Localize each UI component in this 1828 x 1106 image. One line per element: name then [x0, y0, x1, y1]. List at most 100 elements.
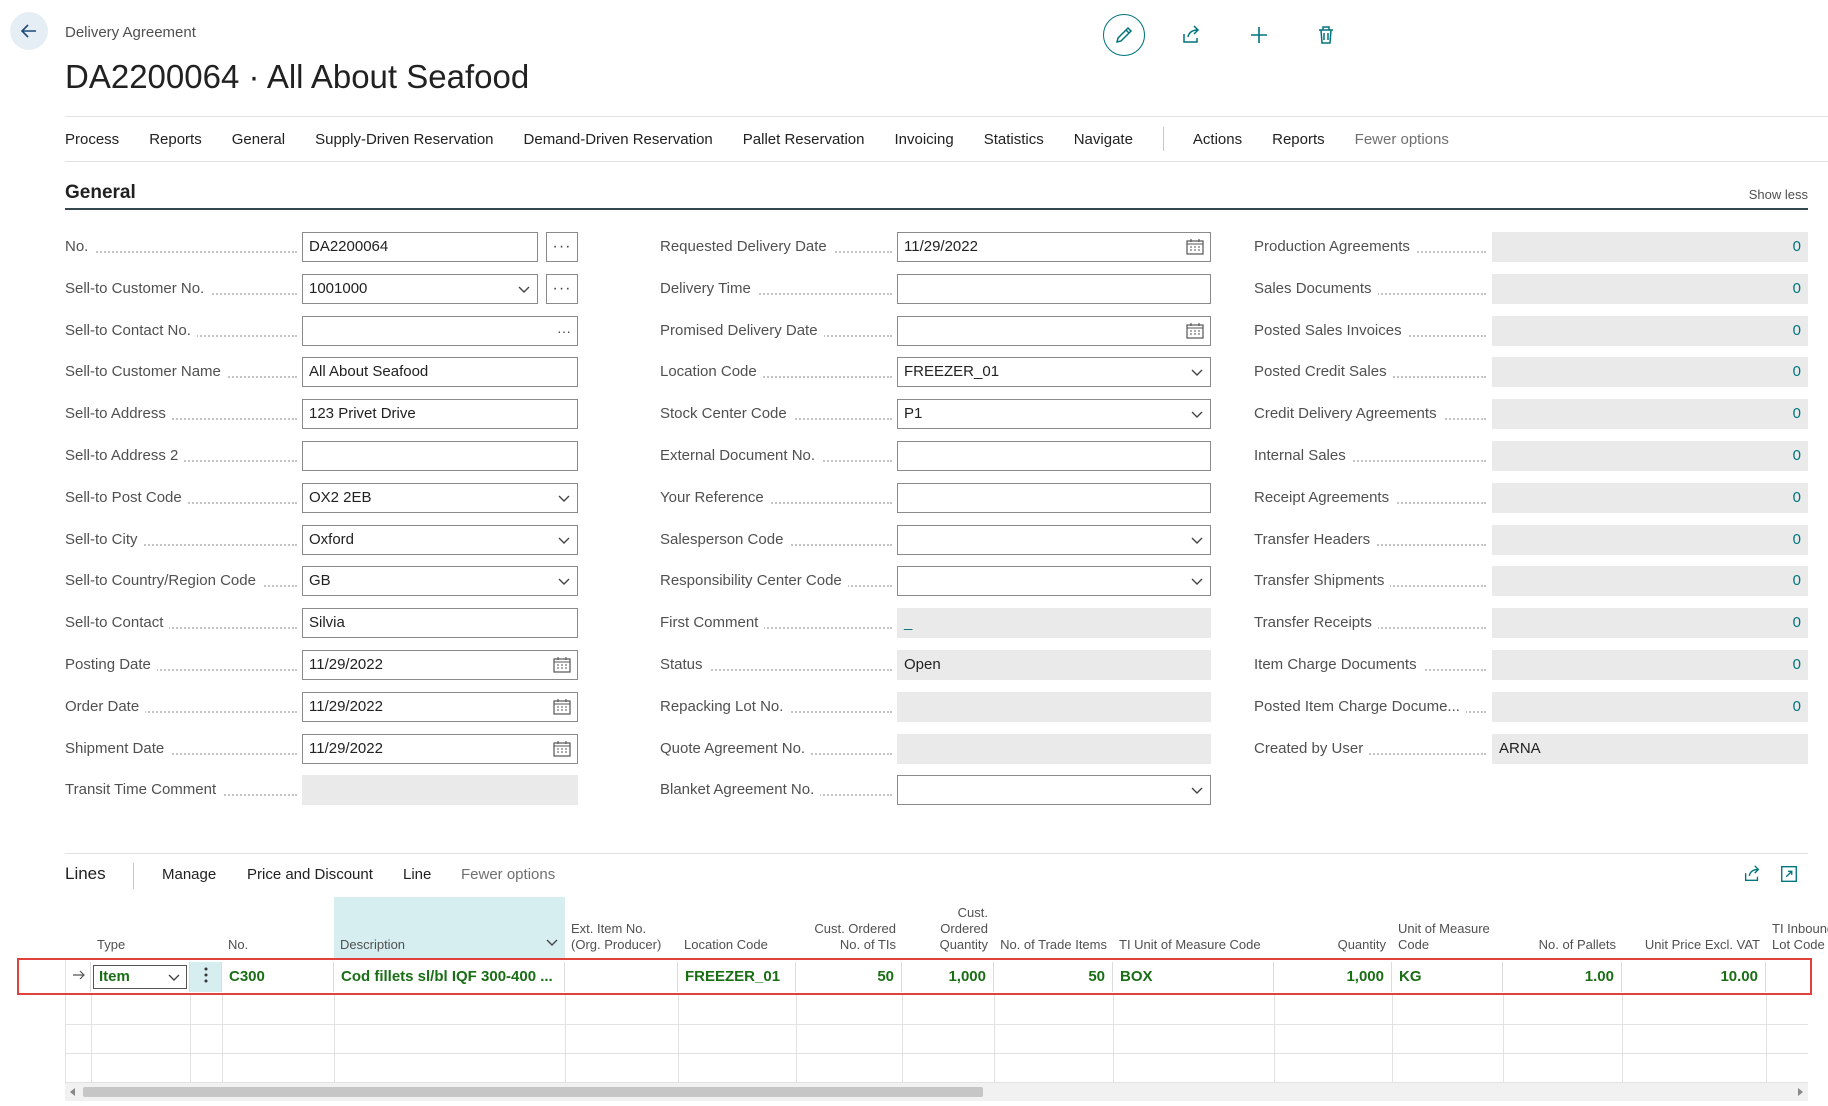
column-header-price[interactable]: Unit Price Excl. VAT — [1622, 897, 1766, 959]
line-cell-tiuom[interactable]: BOX — [1113, 962, 1274, 992]
type-dropdown[interactable] — [167, 970, 181, 984]
sort-indicator[interactable] — [545, 935, 559, 953]
field-input[interactable] — [302, 441, 578, 471]
field-suffix[interactable] — [557, 567, 571, 595]
line-cell-arrow[interactable] — [65, 962, 91, 992]
show-less-link[interactable]: Show less — [1748, 187, 1808, 202]
calendar-icon[interactable] — [1186, 239, 1204, 255]
column-header-pallets[interactable]: No. of Pallets — [1503, 897, 1622, 959]
field-input[interactable]: 11/29/2022 — [302, 650, 578, 680]
field-input[interactable] — [897, 274, 1211, 304]
field-suffix[interactable] — [553, 735, 571, 763]
field-input[interactable]: Silvia — [302, 608, 578, 638]
line-cell-uom[interactable]: KG — [1392, 962, 1503, 992]
action-statistics[interactable]: Statistics — [983, 130, 1044, 148]
column-header-ext[interactable]: Ext. Item No. (Org. Producer) — [565, 897, 678, 959]
field-input[interactable] — [897, 441, 1211, 471]
field-value[interactable]: 0 — [1492, 316, 1808, 346]
lines-action-price-discount[interactable]: Price and Discount — [247, 866, 373, 883]
field-input[interactable] — [897, 483, 1211, 513]
field-value[interactable]: 0 — [1492, 441, 1808, 471]
line-cell-price[interactable]: 10.00 — [1622, 962, 1766, 992]
field-input[interactable]: P1 — [897, 399, 1211, 429]
fewer-options-button[interactable]: Fewer options — [1354, 130, 1449, 148]
row-menu-icon[interactable] — [204, 967, 208, 983]
field-suffix[interactable] — [557, 526, 571, 554]
action-reports-2[interactable]: Reports — [1272, 130, 1325, 148]
field-input[interactable]: 1001000 — [302, 274, 538, 304]
lines-share-button[interactable] — [1742, 864, 1762, 888]
column-header-qty[interactable]: Quantity — [1274, 897, 1392, 959]
column-header-no[interactable]: No. — [222, 897, 334, 959]
lines-action-manage[interactable]: Manage — [162, 866, 217, 883]
line-cell-type[interactable]: Item — [91, 962, 190, 992]
field-input[interactable]: GB — [302, 566, 578, 596]
column-header-uom[interactable]: Unit of Measure Code — [1392, 897, 1503, 959]
line-cell-desc[interactable]: Cod fillets sl/bl IQF 300-400 ... — [334, 962, 565, 992]
ellipsis-icon[interactable]: ··· — [557, 323, 571, 339]
column-header-loc[interactable]: Location Code — [678, 897, 796, 959]
field-input[interactable]: 11/29/2022 — [302, 692, 578, 722]
lookup-button[interactable]: ··· — [546, 232, 578, 262]
field-input[interactable]: All About Seafood — [302, 357, 578, 387]
field-input[interactable]: OX2 2EB — [302, 483, 578, 513]
action-process[interactable]: Process — [65, 130, 120, 148]
lookup-button[interactable]: ··· — [546, 274, 578, 304]
line-cell-trade[interactable]: 50 — [994, 962, 1113, 992]
field-input[interactable] — [897, 316, 1211, 346]
field-suffix[interactable] — [1186, 317, 1204, 345]
field-input[interactable] — [897, 525, 1211, 555]
field-value[interactable]: 0 — [1492, 274, 1808, 304]
field-input[interactable]: ··· — [302, 316, 578, 346]
delete-button[interactable] — [1305, 14, 1347, 56]
share-button[interactable] — [1170, 14, 1212, 56]
field-suffix[interactable] — [1190, 358, 1204, 386]
line-cell-no[interactable]: C300 — [222, 962, 334, 992]
field-input[interactable] — [897, 775, 1211, 805]
field-value[interactable]: 0 — [1492, 525, 1808, 555]
field-input[interactable]: Oxford — [302, 525, 578, 555]
field-suffix[interactable]: ··· — [557, 317, 571, 345]
calendar-icon[interactable] — [553, 657, 571, 673]
horizontal-scrollbar[interactable] — [65, 1083, 1808, 1101]
column-header-trade[interactable]: No. of Trade Items — [994, 897, 1113, 959]
edit-button[interactable] — [1103, 14, 1145, 56]
action-demand-driven-reservation[interactable]: Demand-Driven Reservation — [523, 130, 713, 148]
field-input[interactable]: 11/29/2022 — [302, 734, 578, 764]
scroll-thumb[interactable] — [83, 1087, 983, 1097]
action-reports[interactable]: Reports — [149, 130, 202, 148]
scroll-right-icon[interactable] — [1796, 1088, 1804, 1096]
field-suffix[interactable] — [1190, 526, 1204, 554]
action-actions[interactable]: Actions — [1192, 130, 1243, 148]
field-value[interactable]: 0 — [1492, 566, 1808, 596]
column-header-inlot[interactable]: TI Inbound Lot Code — [1766, 897, 1828, 959]
column-header-ordtis[interactable]: Cust. Ordered No. of TIs — [796, 897, 902, 959]
action-supply-driven-reservation[interactable]: Supply-Driven Reservation — [315, 130, 494, 148]
action-pallet-reservation[interactable]: Pallet Reservation — [742, 130, 865, 148]
field-value[interactable]: 0 — [1492, 399, 1808, 429]
field-value[interactable]: 0 — [1492, 692, 1808, 722]
field-value[interactable]: 0 — [1492, 357, 1808, 387]
line-cell-menu[interactable] — [190, 962, 222, 992]
field-value[interactable]: 0 — [1492, 483, 1808, 513]
action-invoicing[interactable]: Invoicing — [894, 130, 954, 148]
field-suffix[interactable] — [1190, 776, 1204, 804]
field-suffix[interactable] — [553, 651, 571, 679]
line-cell-qty[interactable]: 1,000 — [1274, 962, 1392, 992]
field-value[interactable]: 0 — [1492, 232, 1808, 262]
line-cell-pallets[interactable]: 1.00 — [1503, 962, 1622, 992]
line-cell-ext[interactable] — [565, 962, 678, 992]
calendar-icon[interactable] — [553, 741, 571, 757]
line-cell-loc[interactable]: FREEZER_01 — [678, 962, 796, 992]
field-value[interactable]: 0 — [1492, 608, 1808, 638]
field-suffix[interactable] — [1190, 567, 1204, 595]
field-suffix[interactable] — [553, 693, 571, 721]
action-navigate[interactable]: Navigate — [1073, 130, 1133, 148]
lines-expand-button[interactable] — [1779, 864, 1799, 888]
field-input[interactable]: 11/29/2022 — [897, 232, 1211, 262]
lines-fewer-options[interactable]: Fewer options — [461, 866, 556, 883]
field-suffix[interactable] — [517, 275, 531, 303]
field-suffix[interactable] — [1190, 400, 1204, 428]
field-value[interactable]: 0 — [1492, 650, 1808, 680]
column-header-tiuom[interactable]: TI Unit of Measure Code — [1113, 897, 1274, 959]
